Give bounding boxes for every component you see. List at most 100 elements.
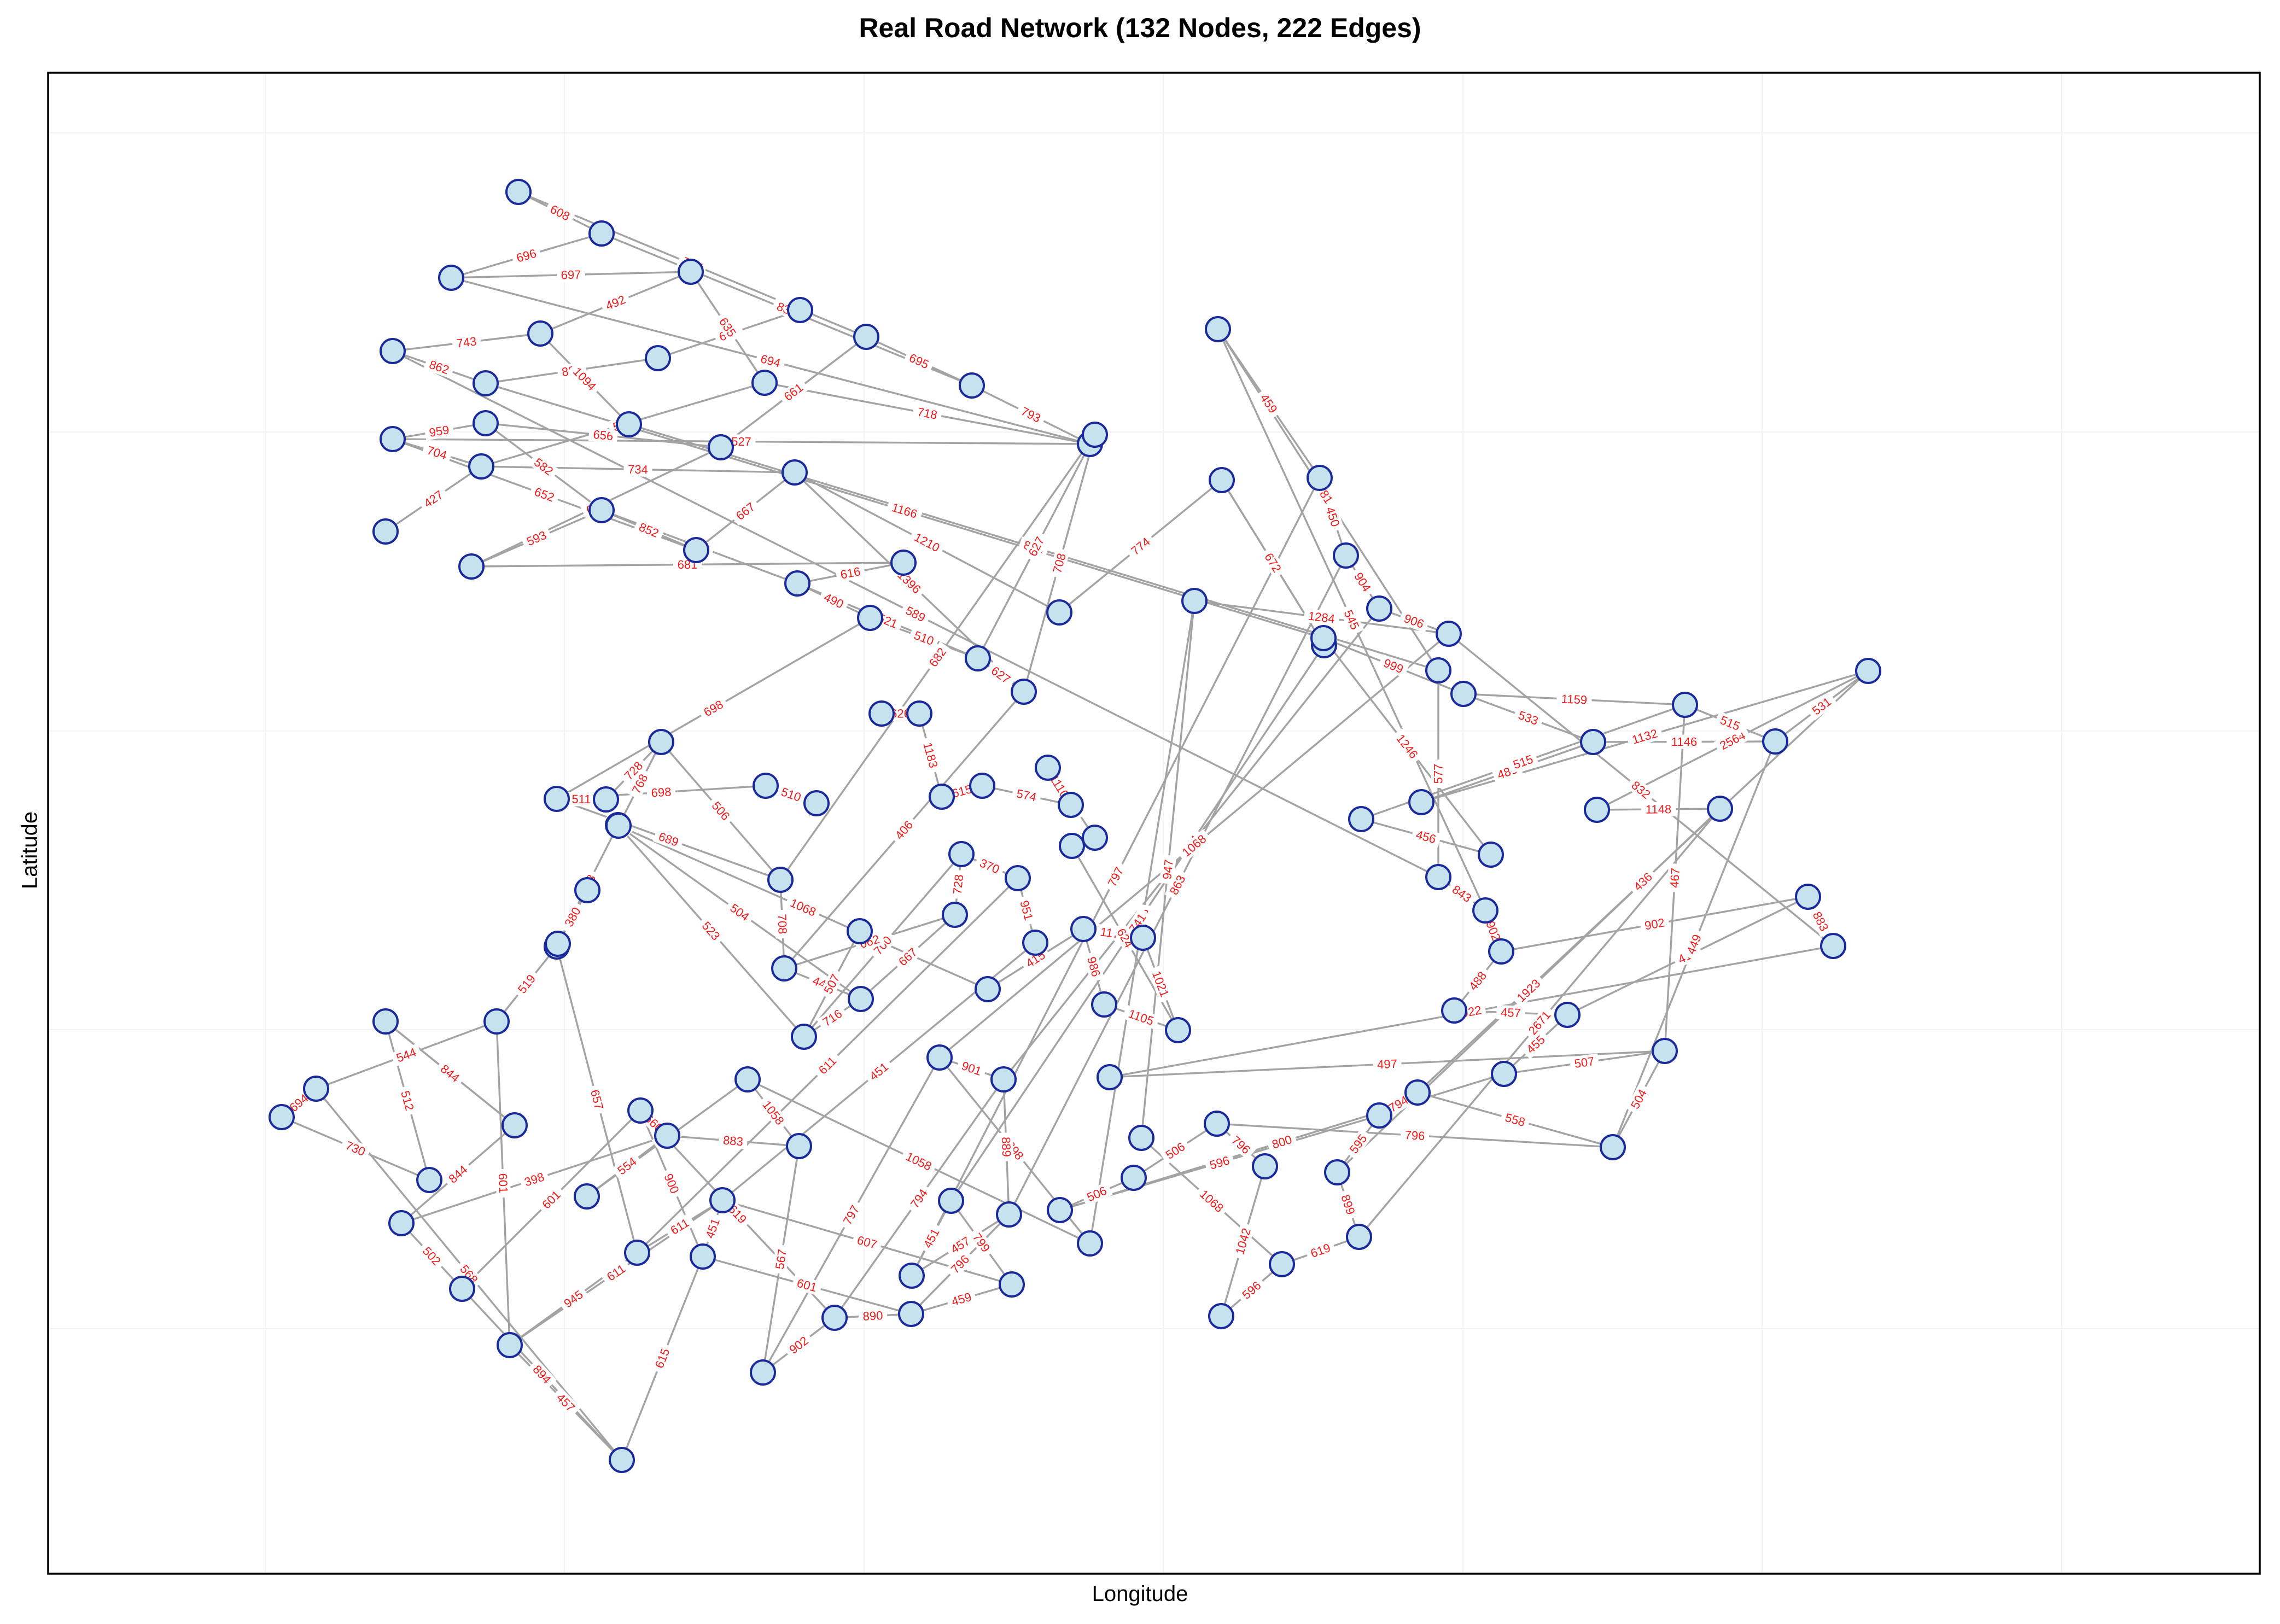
x-axis-label: Longitude [1092, 1582, 1188, 1606]
edge-label-background [1625, 1083, 1652, 1115]
edge-label-background [611, 1152, 643, 1181]
network-node [1491, 1061, 1517, 1087]
edge-label-background [783, 1330, 815, 1360]
grid-lines [49, 74, 2259, 1573]
network-node [898, 1301, 924, 1327]
network-node [1046, 599, 1072, 626]
network-node [438, 265, 464, 291]
edge-label-background [1011, 785, 1042, 805]
edge-label-background [1147, 965, 1174, 1003]
network-node [1472, 897, 1498, 924]
network-node [1022, 930, 1048, 956]
edge-label-background [918, 1222, 944, 1254]
network-node [1269, 1251, 1295, 1277]
edge-weight-label: 959 [428, 423, 450, 440]
network-node [821, 1305, 848, 1331]
edge-label-background [417, 485, 450, 513]
edge-label-background [944, 1231, 976, 1259]
network-node [1005, 865, 1031, 891]
edge-label-background [1378, 654, 1409, 678]
network-node [574, 1183, 600, 1210]
edge-label-background [1511, 973, 1547, 1008]
edge-label-background [544, 200, 576, 226]
network-node [1652, 1038, 1678, 1064]
network-node [388, 1210, 415, 1236]
plot-frame [47, 72, 2261, 1575]
network-node [380, 338, 406, 364]
network-node [458, 553, 485, 580]
network-node [803, 790, 830, 816]
edge-label-background [1083, 951, 1105, 983]
edge-weight-label: 902 [1643, 915, 1666, 932]
edge-label-background [633, 518, 665, 542]
edge-label-background [919, 736, 942, 774]
edge-weight-label: 1068 [788, 896, 818, 919]
edge-weight-label: 601 [496, 1173, 510, 1194]
edge-weight-label: 1148 [1646, 802, 1672, 816]
edge-label-background [1122, 1004, 1160, 1030]
network-node [1333, 542, 1359, 569]
edge-label-background [1507, 750, 1539, 774]
network-node [1554, 1002, 1581, 1028]
edge-label-background [854, 930, 885, 953]
edge-label-background [1255, 388, 1283, 419]
edge-label-background [567, 361, 602, 396]
edge-label-background [1159, 854, 1176, 885]
network-node [1205, 316, 1231, 342]
network-node [497, 1332, 523, 1358]
edge-weight-label: 456 [1414, 828, 1437, 846]
edge-label-background [946, 1288, 977, 1310]
network-node [683, 537, 709, 563]
network-node [948, 841, 975, 867]
network-node [1436, 621, 1462, 647]
network-node [588, 497, 615, 523]
edge-label-background [1398, 609, 1430, 633]
edge-label-background [757, 1094, 790, 1131]
edge-weight-label: 451 [703, 1217, 722, 1240]
edge-weight-label: 616 [839, 564, 862, 582]
network-node [782, 459, 808, 486]
edge-label-background [727, 434, 756, 449]
edge-label-background [1236, 1275, 1267, 1305]
edges-layer [281, 191, 1869, 1461]
network-node [678, 259, 704, 285]
edge-label-background [985, 661, 1017, 690]
network-node [1058, 792, 1084, 818]
network-node [771, 955, 797, 982]
edge-label-background [973, 854, 1006, 879]
chart-title: Real Road Network (132 Nodes, 222 Edges) [859, 13, 1421, 43]
network-node [648, 729, 674, 755]
edge-label-background [718, 1132, 748, 1149]
network-node [624, 1240, 650, 1266]
network-node [1348, 806, 1374, 832]
network-node [734, 1066, 761, 1093]
edge-weight-label: 459 [950, 1290, 973, 1308]
network-node [942, 902, 968, 928]
edge-label-background [421, 441, 453, 464]
edge-weight-label: 1183 [920, 741, 940, 769]
network-node [1310, 625, 1337, 651]
edge-weight-label: 558 [1503, 1111, 1526, 1129]
edge-label-background [1667, 863, 1683, 893]
edge-label-background [536, 1184, 567, 1215]
edge-weight-label: 497 [1377, 1057, 1398, 1072]
edge-label-background [1321, 501, 1344, 533]
edge-label-background [714, 311, 742, 343]
network-node [1121, 1165, 1147, 1191]
edge-weight-label: 728 [951, 874, 966, 895]
network-node [1209, 467, 1235, 493]
edge-label-background [423, 355, 455, 379]
network-node [899, 1263, 925, 1289]
edge-label-background [1204, 1152, 1235, 1174]
edge-weight-label: 457 [1501, 1006, 1521, 1020]
edge-label-background [1807, 905, 1834, 938]
network-node [1488, 938, 1514, 965]
network-node [1091, 991, 1117, 1018]
edge-weight-label: 1058 [904, 1149, 934, 1173]
network-node [269, 1104, 295, 1130]
edge-label-background [889, 814, 919, 846]
network-node [929, 784, 955, 810]
edge-label-background [772, 1244, 790, 1275]
edge-label-background [1266, 1131, 1298, 1153]
edge-weight-label: 1159 [1561, 692, 1587, 706]
